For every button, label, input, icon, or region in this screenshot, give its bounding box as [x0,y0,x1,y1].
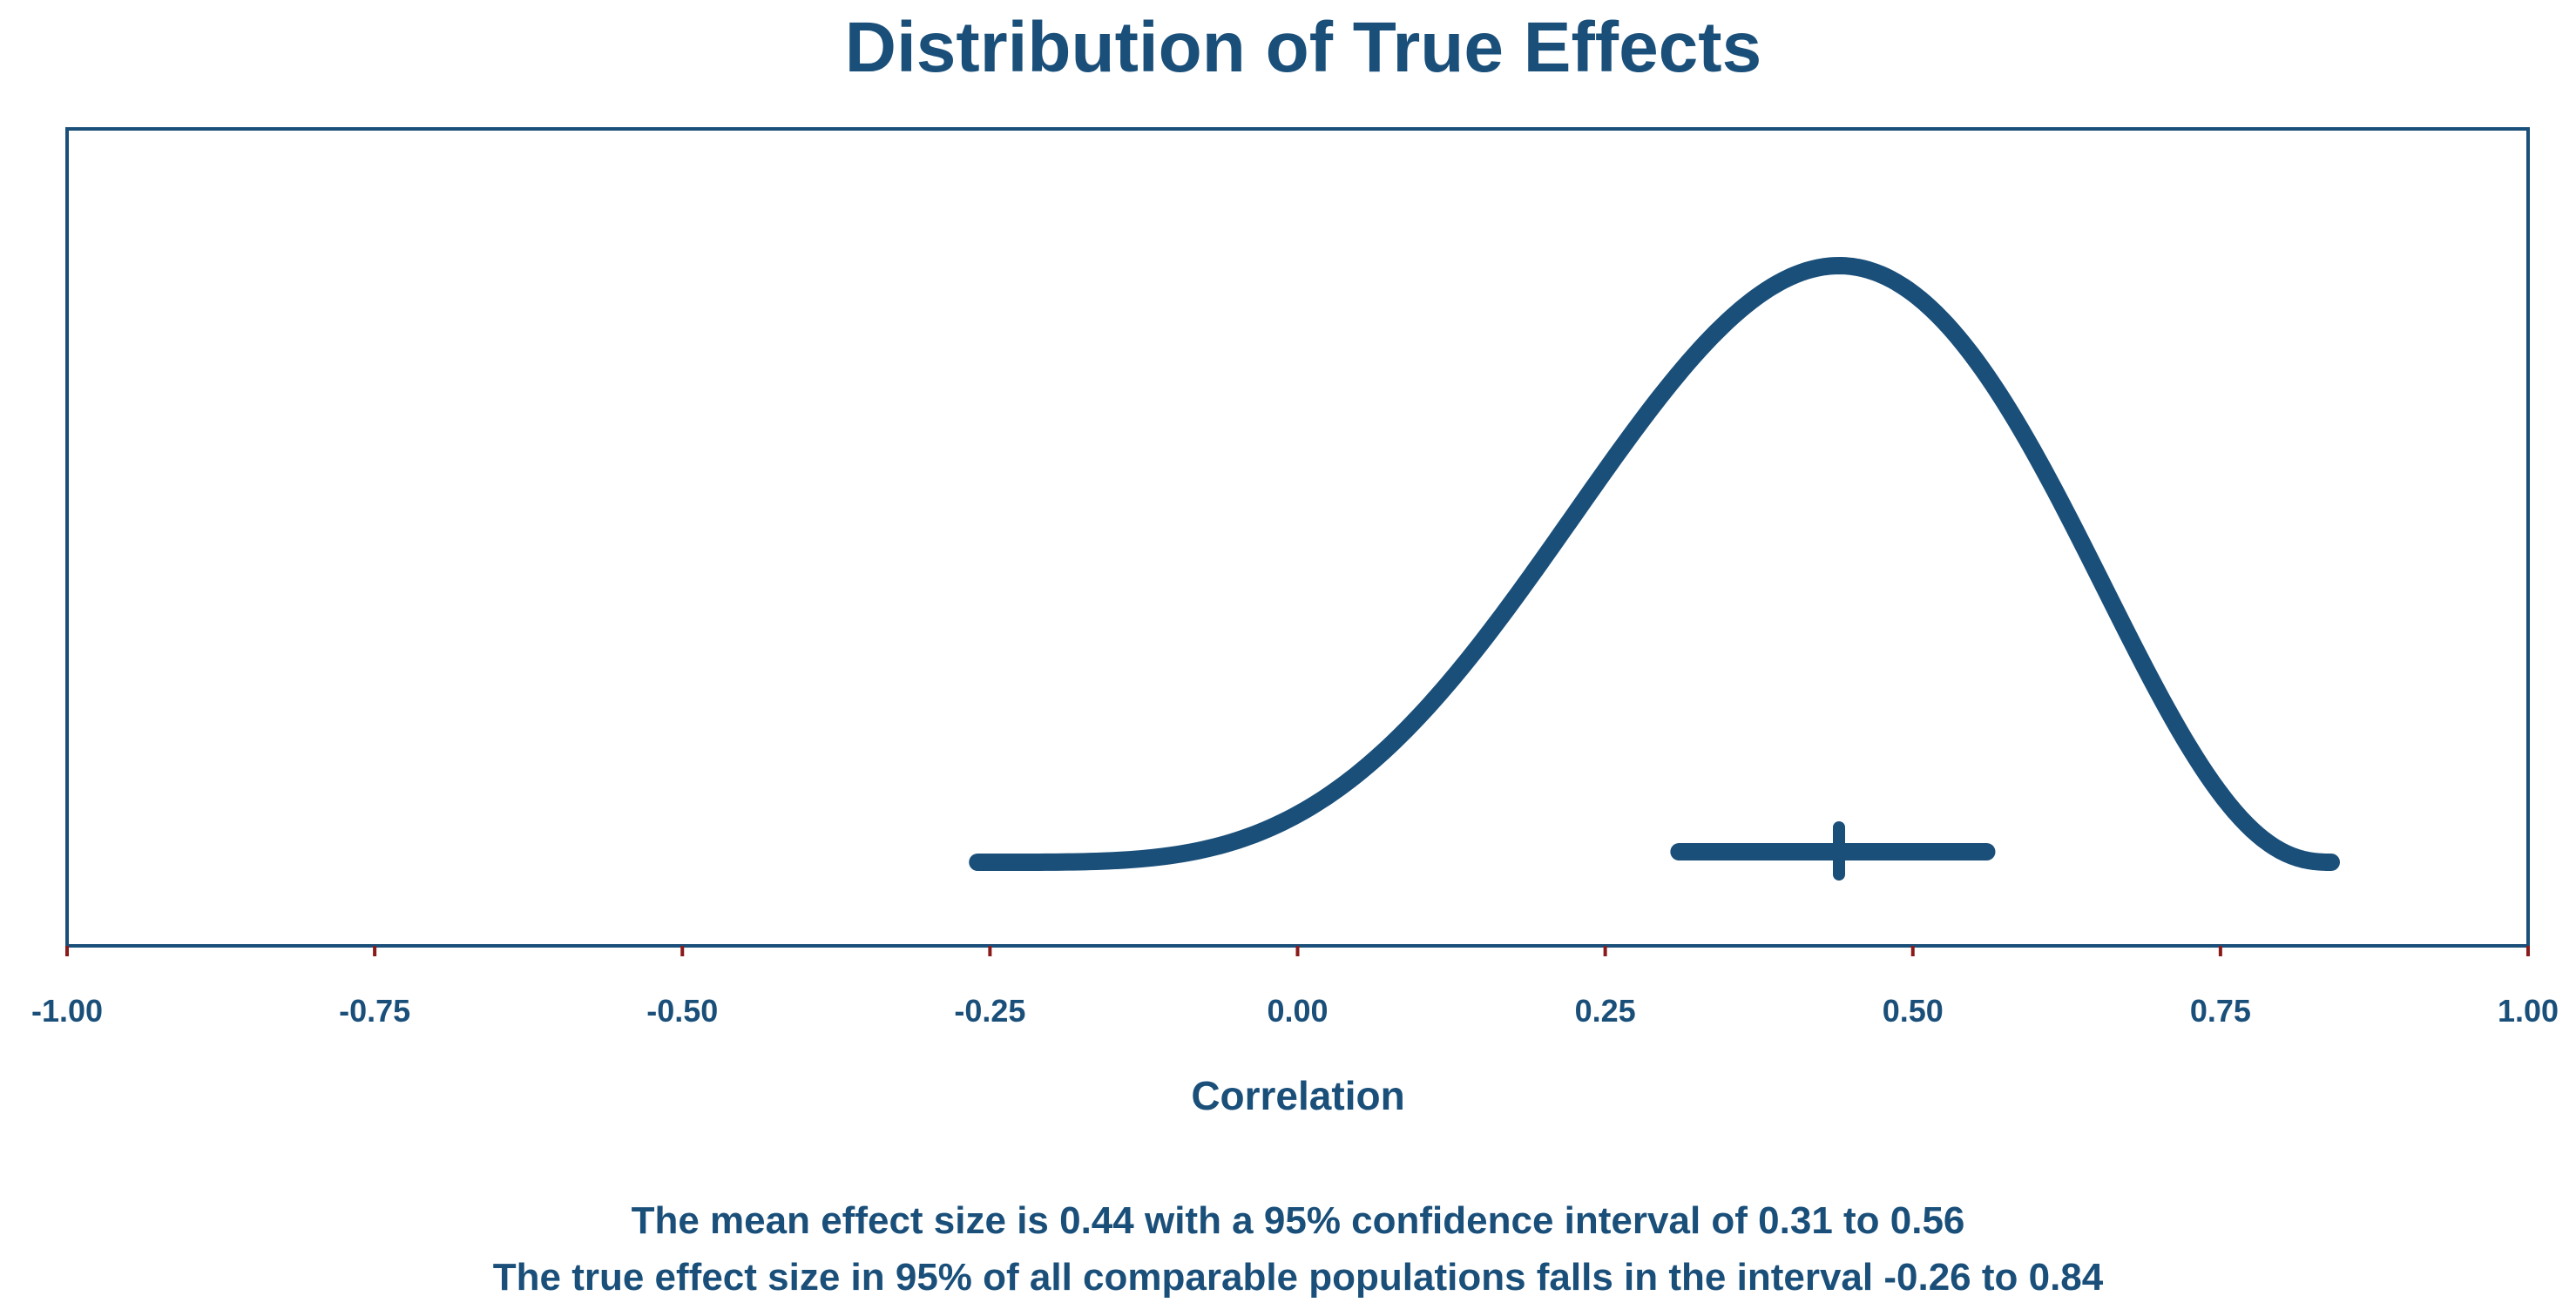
summary-prediction-interval: The true effect size in 95% of all compa… [493,1256,2104,1299]
x-tick-label: 0.50 [1883,993,1944,1029]
x-axis-tick-labels: -1.00 -0.75 -0.50 -0.25 0.00 0.25 0.50 0.75 1.00 [31,993,2559,1029]
x-tick-label: 0.75 [2190,993,2251,1029]
x-tick-label: -0.50 [646,993,718,1029]
x-tick-label: -0.75 [339,993,410,1029]
chart-title: Distribution of True Effects [845,8,1761,87]
x-axis-label: Correlation [1191,1073,1404,1118]
x-tick-label: 1.00 [2498,993,2559,1029]
x-tick-label: -0.25 [954,993,1025,1029]
x-tick-label: 0.00 [1267,993,1328,1029]
summary-mean-ci: The mean effect size is 0.44 with a 95% … [632,1199,1965,1242]
x-axis-ticks [65,946,2530,956]
x-tick-label: 0.25 [1575,993,1636,1029]
true-effects-density-curve [969,257,2340,871]
x-tick-label: -1.00 [31,993,103,1029]
